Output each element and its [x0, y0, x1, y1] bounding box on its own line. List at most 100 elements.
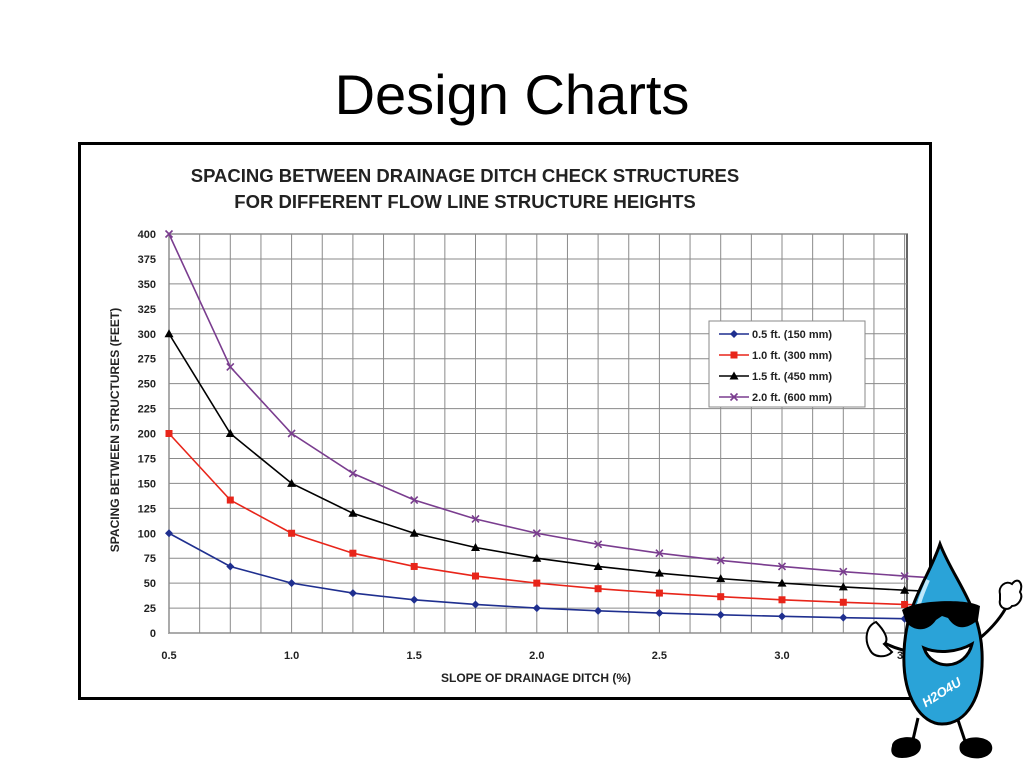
y-tick-label: 325 [138, 304, 156, 316]
data-point [226, 562, 235, 571]
series-3 [164, 329, 929, 594]
data-point [287, 579, 296, 588]
x-tick-label: 2.5 [652, 650, 667, 662]
data-point [900, 585, 910, 594]
series-line [168, 333, 929, 593]
y-tick-label: 100 [138, 528, 156, 540]
y-tick-label: 250 [138, 379, 156, 391]
y-tick-label: 125 [138, 503, 156, 515]
legend-label: 2.0 ft. (600 mm) [752, 392, 832, 404]
y-tick-label: 75 [144, 553, 156, 565]
data-point [655, 549, 664, 558]
data-point [594, 585, 602, 593]
data-point [729, 392, 739, 402]
mascot-right-arm [979, 579, 1023, 640]
mascot-right-shoe [959, 737, 993, 759]
legend-item: 1.5 ft. (450 mm) [719, 371, 832, 383]
y-tick-label: 350 [138, 279, 156, 291]
data-point [471, 543, 480, 552]
data-point [655, 589, 663, 597]
chart-title-line-1: SPACING BETWEEN DRAINAGE DITCH CHECK STR… [191, 165, 740, 186]
series-group [164, 229, 929, 623]
y-tick-label: 275 [138, 354, 156, 366]
data-point [532, 529, 541, 538]
data-point [654, 568, 664, 577]
legend-item: 0.5 ft. (150 mm) [719, 329, 832, 341]
x-axis-label: SLOPE OF DRAINAGE DITCH (%) [441, 671, 631, 685]
data-point [839, 567, 848, 576]
series-4 [164, 229, 929, 581]
chart-title-line-2: FOR DIFFERENT FLOW LINE STRUCTURE HEIGHT… [234, 191, 695, 212]
series-line [168, 532, 929, 620]
data-point [409, 528, 419, 537]
data-point [225, 429, 235, 437]
x-tick-label: 3.0 [774, 650, 789, 662]
data-point [164, 229, 174, 239]
data-point [349, 549, 357, 557]
data-point [839, 613, 848, 622]
grid [168, 233, 908, 634]
data-point [287, 429, 296, 438]
y-tick-label: 400 [138, 229, 156, 241]
x-tick-label: 1.0 [284, 650, 299, 662]
data-point [777, 578, 787, 587]
y-tick-label: 150 [138, 478, 156, 490]
data-point [594, 540, 603, 549]
drainage-spacing-chart: SPACING BETWEEN DRAINAGE DITCH CHECK STR… [108, 165, 929, 685]
slide-title: Design Charts [334, 63, 690, 126]
y-tick-label: 375 [138, 254, 156, 266]
data-point [838, 582, 848, 591]
data-point [472, 572, 479, 580]
data-point [288, 529, 296, 537]
legend-item: 2.0 ft. (600 mm) [719, 392, 832, 404]
data-point [410, 495, 419, 505]
data-point [471, 514, 480, 524]
y-tick-label: 175 [138, 453, 156, 465]
data-point [226, 362, 235, 372]
y-tick-label: 200 [138, 429, 156, 441]
data-point [716, 574, 726, 583]
data-point [778, 596, 786, 604]
data-point [716, 556, 725, 565]
x-tick-label: 0.5 [161, 650, 176, 662]
data-point [410, 595, 419, 604]
sunglasses-icon [902, 601, 980, 630]
data-point [729, 371, 739, 380]
data-point [165, 430, 173, 437]
data-point [655, 609, 664, 618]
data-point [900, 571, 909, 581]
h2o4u-mascot: H2O4U [865, 540, 1023, 759]
data-point [226, 496, 234, 504]
data-point [165, 529, 173, 538]
data-point [716, 610, 725, 619]
data-point [777, 562, 787, 571]
data-point [839, 598, 847, 606]
data-point [287, 478, 297, 487]
data-point [348, 508, 358, 517]
data-point [593, 561, 603, 570]
data-point [901, 600, 909, 608]
legend-label: 0.5 ft. (150 mm) [752, 329, 832, 341]
legend-item: 1.0 ft. (300 mm) [719, 350, 832, 362]
series-1 [165, 529, 929, 623]
y-axis-label: SPACING BETWEEN STRUCTURES (FEET) [108, 308, 122, 552]
y-tick-label: 0 [150, 628, 156, 640]
x-tick-label: 2.0 [529, 650, 544, 662]
series-2 [165, 430, 929, 608]
data-point [471, 600, 480, 609]
data-point [532, 553, 542, 562]
data-point [410, 562, 418, 570]
data-point [532, 604, 541, 613]
data-point [594, 606, 603, 615]
data-point [730, 351, 738, 359]
legend-label: 1.0 ft. (300 mm) [752, 350, 832, 362]
mascot-left-shoe [891, 737, 921, 758]
x-tick-label: 1.5 [407, 650, 422, 662]
series-line [168, 233, 929, 579]
legend: 0.5 ft. (150 mm) 1.0 ft. (300 mm) 1.5 ft. … [708, 320, 866, 408]
data-point [778, 612, 786, 621]
chart-frame: SPACING BETWEEN DRAINAGE DITCH CHECK STR… [78, 142, 932, 700]
mascot-smile [921, 640, 975, 667]
y-tick-label: 50 [144, 578, 156, 590]
data-point [730, 330, 738, 338]
